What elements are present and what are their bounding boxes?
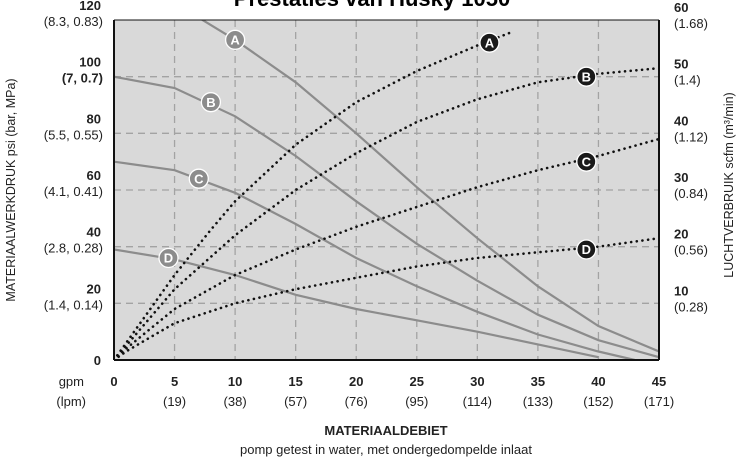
x-tick-label: 40	[591, 374, 605, 389]
x-tick-sublabel: (133)	[523, 394, 553, 409]
x-tick-label: 25	[410, 374, 424, 389]
x-axis-label: MATERIAALDEBIET	[324, 423, 447, 438]
air-line-c	[114, 137, 659, 360]
y-left-tick-sublabel: (2.8, 0.28)	[44, 241, 103, 256]
x-tick-sublabel: (19)	[163, 394, 186, 409]
x-tick-sublabel: (114)	[463, 394, 492, 409]
y-right-tick-label: 40	[674, 113, 688, 128]
air-line-a	[114, 30, 515, 360]
air-marker-label-d: D	[582, 242, 591, 257]
x-tick-sublabel: (38)	[224, 394, 247, 409]
y-right-tick-sublabel: (1.4)	[674, 73, 701, 88]
pressure-marker-label-d: D	[164, 251, 173, 266]
y-left-tick-label: 0	[94, 353, 101, 368]
x-tick-label: 0	[110, 374, 117, 389]
y-left-tick-sublabel: (1.4, 0.14)	[44, 297, 103, 312]
x-unit-primary: gpm	[59, 374, 84, 389]
x-tick-sublabel: (152)	[583, 394, 613, 409]
y-right-tick-sublabel: (1.12)	[674, 129, 708, 144]
y-left-tick-label: 100	[79, 55, 101, 70]
pressure-marker-label-c: C	[194, 171, 204, 186]
y-right-tick-sublabel: (0.56)	[674, 243, 708, 258]
y-left-tick-sublabel: (7, 0.7)	[62, 71, 103, 86]
y-left-tick-sublabel: (8.3, 0.83)	[44, 14, 103, 29]
y-right-tick-label: 60	[674, 0, 688, 15]
y-right-tick-sublabel: (0.28)	[674, 299, 708, 314]
x-tick-label: 15	[288, 374, 302, 389]
air-marker-a	[479, 32, 500, 53]
x-axis-subtitle: pomp getest in water, met ondergedompeld…	[240, 442, 532, 457]
air-line-b	[114, 66, 659, 360]
pressure-marker-label-a: A	[230, 32, 240, 47]
x-tick-sublabel: (95)	[405, 394, 428, 409]
x-tick-label: 5	[171, 374, 178, 389]
air-marker-label-b: B	[582, 69, 591, 84]
x-tick-label: 10	[228, 374, 242, 389]
pressure-line-a	[200, 20, 659, 353]
y-left-tick-label: 40	[87, 225, 101, 240]
y-axis-right-label: LUCHTVERBRUIK scfm (m³/min)	[722, 92, 736, 277]
pressure-line-d	[114, 248, 599, 359]
y-left-tick-label: 20	[87, 281, 101, 296]
y-right-tick-sublabel: (1.68)	[674, 16, 708, 31]
y-right-tick-sublabel: (0.84)	[674, 186, 708, 201]
x-tick-label: 30	[470, 374, 484, 389]
y-right-tick-label: 10	[674, 283, 688, 298]
x-tick-sublabel: (171)	[644, 394, 674, 409]
pressure-marker-a	[224, 29, 246, 50]
y-right-tick-label: 50	[674, 57, 688, 72]
x-tick-sublabel: (57)	[284, 394, 307, 409]
x-tick-sublabel: (76)	[345, 394, 368, 409]
plot-area	[114, 20, 659, 360]
pressure-marker-label-b: B	[206, 95, 215, 110]
air-marker-c	[576, 151, 597, 172]
x-tick-label: 45	[652, 374, 666, 389]
y-left-tick-label: 120	[79, 0, 101, 13]
axes	[113, 19, 660, 361]
y-left-tick-sublabel: (4.1, 0.41)	[44, 184, 103, 199]
tick-labels: 0 5 (19) 10 (38) 15 (57) 20 (76) 25 (95) 30 (114) 35 (…	[44, 0, 708, 409]
pressure-marker-b	[200, 92, 222, 113]
pressure-marker-c	[188, 168, 209, 189]
data-lines: A B C D A B C D	[114, 20, 659, 360]
air-marker-b	[576, 66, 597, 87]
air-marker-label-c: C	[582, 154, 592, 169]
y-left-tick-label: 60	[87, 168, 101, 183]
x-tick-label: 35	[531, 374, 545, 389]
x-tick-label: 20	[349, 374, 363, 389]
chart-title: Prestaties van Husky 1050	[234, 0, 510, 11]
y-right-tick-label: 20	[674, 227, 688, 242]
y-axis-left-label: MATERIAALWERKDRUK psi (bar, MPa)	[4, 78, 18, 301]
air-line-d	[114, 236, 659, 360]
air-marker-d	[576, 239, 597, 260]
x-unit-secondary: (lpm)	[56, 394, 86, 409]
pressure-marker-d	[158, 247, 179, 269]
air-marker-label-a: A	[485, 35, 495, 50]
y-right-tick-label: 30	[674, 170, 688, 185]
y-left-tick-label: 80	[87, 111, 101, 126]
y-left-tick-sublabel: (5.5, 0.55)	[44, 127, 103, 142]
